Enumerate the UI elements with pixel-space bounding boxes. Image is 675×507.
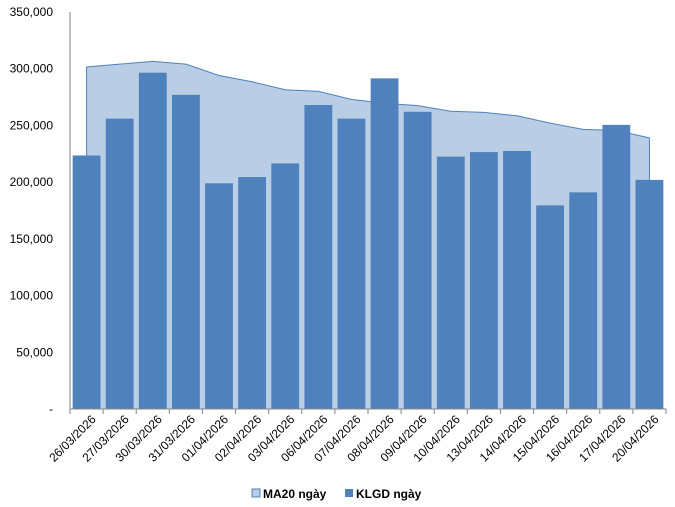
legend-label-klgd: KLGD ngày [356,487,422,501]
bar-14/04/2026 [503,150,531,409]
bar-02/04/2026 [238,177,267,409]
bar-06/04/2026 [304,105,333,410]
ma20-area-layer [86,60,650,410]
bar-07/04/2026 [337,118,366,409]
y-tick-labels: - 50,000 100,000 150,000 200,000 250,000 300,0… [10,5,54,416]
bar-09/04/2026 [403,111,432,410]
bar-03/04/2026 [271,163,300,409]
y-tick-label: 150,000 [10,232,54,246]
bar-31/03/2026 [171,94,200,409]
axis-layer [69,12,667,414]
bar-08/04/2026 [370,78,399,409]
bar-27/03/2026 [105,118,134,409]
bar-layer [72,72,664,410]
y-tick-label: - [49,402,53,416]
y-tick-label: 350,000 [10,5,54,19]
bar-01/04/2026 [205,183,233,409]
bar-26/03/2026 [72,155,101,409]
legend: MA20 ngày KLGD ngày [251,487,422,501]
bar-16/04/2026 [569,192,598,409]
legend-swatch-ma20 [251,488,261,498]
legend-label-ma20: MA20 ngày [263,487,327,501]
y-tick-label: 250,000 [10,118,54,132]
bar-30/03/2026 [138,72,167,409]
bar-20/04/2026 [635,179,664,409]
bar-17/04/2026 [602,124,631,410]
ma20-area [86,60,650,410]
x-tick-labels: 26/03/202627/03/202630/03/202631/03/2026… [46,412,661,465]
bar-13/04/2026 [469,152,498,409]
y-tick-label: 300,000 [10,62,54,76]
legend-swatch-klgd [345,489,353,497]
bar-15/04/2026 [536,205,565,409]
y-tick-label: 100,000 [10,289,54,303]
y-tick-label: 50,000 [16,345,53,359]
y-tick-label: 200,000 [10,175,54,189]
bar-10/04/2026 [436,156,465,409]
